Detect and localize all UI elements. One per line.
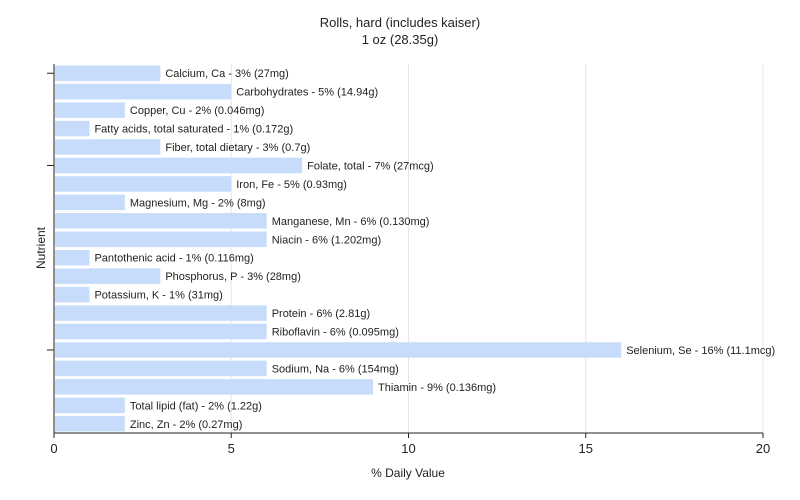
chart-subtitle: 1 oz (28.35g): [362, 32, 439, 47]
bar-7: [55, 194, 125, 211]
bar-label-14: Riboflavin - 6% (0.095mg): [272, 327, 399, 339]
bar-3: [55, 120, 90, 137]
bar-15: [55, 342, 622, 358]
x-tick-label-20: 20: [756, 441, 770, 456]
axes: 0 5 10 15 20: [47, 64, 770, 456]
bar-14: [55, 323, 267, 340]
x-axis-label: % Daily Value: [371, 466, 445, 480]
bar-label-0: Calcium, Ca - 3% (27mg): [165, 68, 288, 80]
bar-label-7: Magnesium, Mg - 2% (8mg): [130, 197, 266, 209]
x-tick-label-0: 0: [50, 441, 57, 456]
y-axis-label: Nutrient: [34, 226, 48, 269]
x-tick-label-15: 15: [579, 441, 593, 456]
bar-9: [55, 231, 267, 248]
bar-label-3: Fatty acids, total saturated - 1% (0.172…: [94, 124, 293, 136]
bar-label-17: Thiamin - 9% (0.136mg): [378, 382, 496, 394]
bar-label-4: Fiber, total dietary - 3% (0.7g): [165, 142, 310, 154]
x-tick-label-5: 5: [228, 441, 235, 456]
bar-label-19: Zinc, Zn - 2% (0.27mg): [130, 419, 242, 431]
bar-label-9: Niacin - 6% (1.202mg): [272, 234, 381, 246]
bar-10: [55, 249, 90, 266]
bar-19: [55, 416, 125, 432]
bar-label-16: Sodium, Na - 6% (154mg): [272, 363, 399, 375]
bar-11: [55, 268, 161, 284]
bar-label-6: Iron, Fe - 5% (0.93mg): [236, 179, 347, 191]
gridlines: [230, 64, 764, 433]
bar-label-2: Copper, Cu - 2% (0.046mg): [130, 105, 265, 117]
bar-8: [55, 213, 267, 229]
bar-18: [55, 397, 125, 414]
bar-5: [55, 157, 303, 174]
bar-12: [55, 286, 90, 303]
bar-1: [55, 83, 232, 100]
bar-6: [55, 176, 232, 192]
bar-label-1: Carbohydrates - 5% (14.94g): [236, 87, 378, 99]
bar-label-5: Folate, total - 7% (27mcg): [307, 160, 434, 172]
bar-label-11: Phosphorus, P - 3% (28mg): [165, 271, 301, 283]
bar-17: [55, 379, 374, 395]
bar-label-12: Potassium, K - 1% (31mg): [94, 290, 222, 302]
bar-label-18: Total lipid (fat) - 2% (1.22g): [130, 400, 262, 412]
bar-4: [55, 139, 161, 155]
bar-label-15: Selenium, Se - 16% (11.1mcg): [626, 345, 775, 357]
bar-label-13: Protein - 6% (2.81g): [272, 308, 370, 320]
bars: Calcium, Ca - 3% (27mg) Carbohydrates - 5…: [55, 65, 775, 432]
chart-title: Rolls, hard (includes kaiser): [320, 15, 480, 30]
bar-13: [55, 305, 267, 321]
bar-16: [55, 360, 267, 377]
bar-label-10: Pantothenic acid - 1% (0.116mg): [94, 253, 253, 265]
bar-label-8: Manganese, Mn - 6% (0.130mg): [272, 216, 430, 228]
x-tick-label-10: 10: [401, 441, 415, 456]
bar-0: [55, 65, 161, 81]
bar-2: [55, 102, 125, 118]
